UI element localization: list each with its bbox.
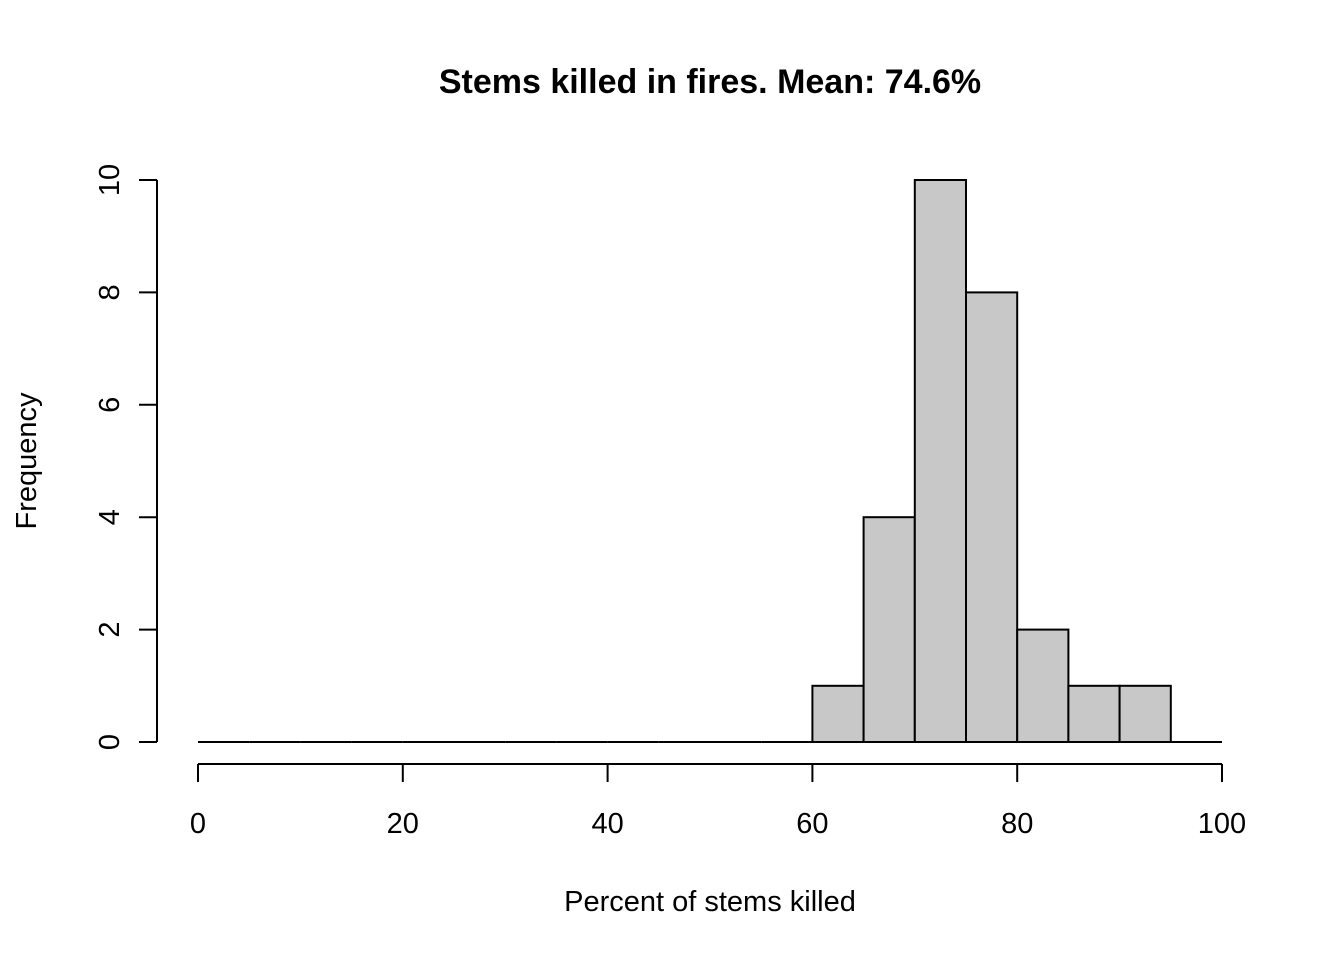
histogram-bar [913, 179, 967, 743]
histogram-bar [1016, 628, 1070, 743]
x-axis-title: Percent of stems killed [564, 886, 856, 918]
x-axis: 0 20 40 60 80 100 [190, 763, 1246, 840]
x-tick-label: 80 [1001, 808, 1033, 840]
histogram-bar [811, 684, 865, 743]
y-tick-label: 4 [94, 509, 126, 525]
y-tick-label: 0 [94, 734, 126, 750]
x-tick-label: 0 [190, 808, 206, 840]
histogram-bar [965, 291, 1019, 743]
histogram-bar [1118, 684, 1172, 743]
x-tick-label: 100 [1198, 808, 1246, 840]
x-tick-label: 60 [796, 808, 828, 840]
chart-title: Stems killed in fires. Mean: 74.6% [439, 63, 981, 101]
y-axis-title: Frequency [11, 392, 43, 530]
y-tick-label: 8 [94, 284, 126, 300]
x-tick-label: 20 [387, 808, 419, 840]
y-axis: 0 2 4 6 8 10 [94, 164, 158, 750]
histogram-bar [862, 516, 916, 744]
y-tick-label: 2 [94, 622, 126, 638]
histogram-bar [1067, 684, 1121, 743]
bars-layer [198, 179, 1222, 744]
x-tick-label: 40 [591, 808, 623, 840]
y-tick-label: 6 [94, 397, 126, 413]
y-tick-label: 10 [94, 164, 126, 196]
